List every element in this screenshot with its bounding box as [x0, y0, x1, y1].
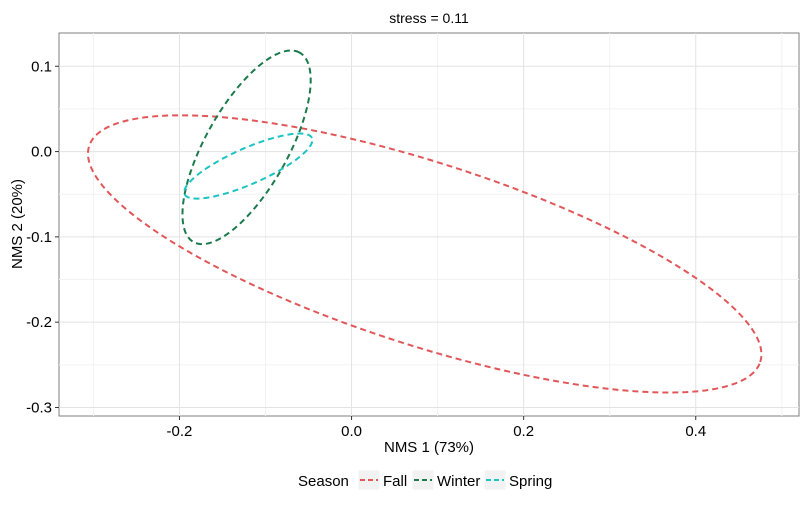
- x-axis-ticks: -0.2 0.0 0.2 0.4: [167, 416, 706, 440]
- y-tick-label: -0.1: [26, 229, 52, 246]
- plot-panel: [58, 32, 800, 417]
- x-axis-label: NMS 1 (73%): [384, 439, 474, 456]
- y-tick-label: 0.0: [31, 144, 52, 161]
- y-axis-ticks: 0.1 0.0 -0.1 -0.2 -0.3: [26, 58, 59, 416]
- x-tick-label: 0.2: [513, 423, 534, 440]
- y-tick-label: -0.2: [26, 314, 52, 331]
- ellipse-winter: [181, 49, 312, 246]
- y-tick-label: -0.3: [26, 399, 52, 416]
- legend-label-spring: Spring: [509, 473, 552, 490]
- ellipse-layer: [86, 49, 763, 394]
- y-tick-label: 0.1: [31, 58, 52, 75]
- ellipse-spring: [183, 132, 314, 200]
- y-axis-label: NMS 2 (20%): [9, 179, 26, 269]
- grid-lines: [59, 33, 799, 416]
- legend: Season Fall Winter Spring: [298, 469, 552, 491]
- x-tick-label: 0.0: [341, 423, 362, 440]
- chart-title: stress = 0.11: [389, 10, 469, 26]
- ellipse-fall: [86, 114, 763, 394]
- legend-label-winter: Winter: [437, 473, 480, 490]
- x-tick-label: 0.4: [685, 423, 706, 440]
- legend-label-fall: Fall: [383, 473, 407, 490]
- x-tick-label: -0.2: [167, 423, 193, 440]
- legend-title: Season: [298, 473, 349, 490]
